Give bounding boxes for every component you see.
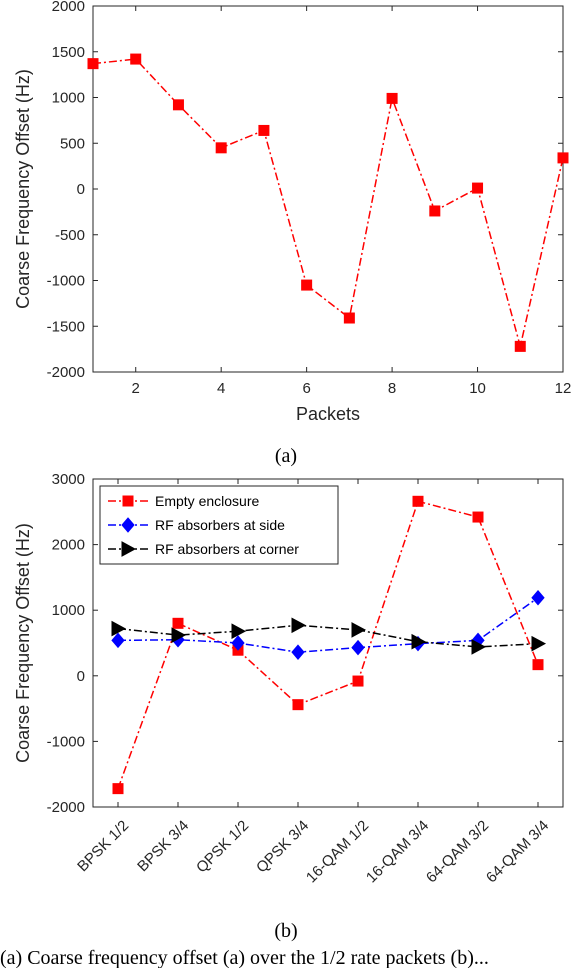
chart-b-y-axis-label: Coarse Frequency Offset (Hz): [13, 523, 33, 763]
chart-b-data-point: [292, 699, 304, 711]
chart-b-x-tick-label: BPSK 1/2: [74, 817, 132, 875]
chart-a-x-axis-label: Packets: [296, 404, 360, 424]
chart-b-y-tick-label: -1000: [47, 733, 85, 750]
chart-a-data-point: [258, 124, 270, 136]
chart-b-legend-label: Empty enclosure: [155, 493, 259, 509]
chart-a-data-point: [343, 312, 355, 324]
chart-b-x-tick-label: 16-QAM 3/4: [363, 817, 432, 886]
chart-b-y-tick-label: -2000: [47, 799, 85, 816]
chart-b-legend-label: RF absorbers at side: [155, 517, 285, 533]
chart-a-data-point: [557, 152, 569, 164]
chart-b-data-point: [291, 644, 305, 660]
chart-a-y-tick-label: -500: [55, 227, 85, 244]
chart-b-data-point: [471, 639, 487, 655]
chart-b-data-point: [171, 627, 187, 643]
chart-b-data-point: [112, 783, 124, 795]
chart-b-data-point: [231, 623, 247, 640]
chart-a-data-point: [386, 92, 398, 104]
chart-a-x-tick-label: 4: [217, 380, 225, 397]
chart-a-y-tick-label: 500: [60, 135, 85, 152]
chart-b-legend-box: [99, 485, 339, 565]
chart-a-data-point: [472, 182, 484, 194]
figure-footer-text: (a) Coarse frequency offset (a) over the…: [0, 947, 489, 968]
chart-b-data-point: [351, 622, 367, 638]
chart-a-x-tick-label: 10: [469, 380, 486, 397]
chart-b-y-tick-label: 1000: [52, 602, 85, 619]
chart-b-x-tick-label: QPSK 3/4: [253, 817, 312, 876]
chart-b-data-point: [111, 632, 125, 649]
chart-a-caption: (a): [275, 445, 297, 467]
chart-b-x-tick-label: QPSK 1/2: [193, 817, 252, 876]
chart-a-y-tick-label: -2000: [47, 364, 85, 381]
chart-b-y-tick-label: 0: [77, 668, 85, 685]
chart-b-x-tick-label: 16-QAM 1/2: [303, 817, 372, 886]
chart-a-series-line: [92, 58, 564, 347]
chart-a-x-tick-label: 6: [302, 380, 310, 397]
chart-a-axes-box: [92, 5, 564, 373]
chart-b-data-point: [412, 495, 424, 507]
chart-a-data-point: [301, 279, 313, 291]
chart-b-legend-label: RF absorbers at corner: [155, 541, 299, 557]
chart-b-axes-box: [92, 478, 564, 808]
chart-b-data-point: [351, 639, 365, 656]
chart-b-y-tick-label: 3000: [52, 471, 85, 488]
chart-a-data-point: [130, 53, 142, 65]
chart-a-data-point: [215, 142, 227, 154]
chart-b-data-point: [172, 617, 184, 629]
chart-a-data-point: [514, 340, 526, 352]
chart-a-y-tick-label: 0: [77, 181, 85, 198]
chart-b-data-point: [531, 589, 545, 606]
chart-b-data-point: [532, 659, 544, 671]
chart-b-legend-marker: [121, 541, 137, 557]
chart-a-y-tick-label: 1000: [52, 90, 85, 107]
chart-b-x-tick-label: 64-QAM 3/2: [423, 817, 492, 886]
chart-b-x-tick-label: BPSK 3/4: [134, 817, 192, 875]
chart-a-y-tick-label: 2000: [52, 0, 85, 15]
chart-a-x-tick-label: 12: [555, 380, 572, 397]
chart-b-legend-marker: [122, 495, 134, 507]
chart-b-series-line: [117, 500, 539, 789]
chart-a-data-point: [172, 99, 184, 111]
chart-b-legend-marker: [121, 517, 135, 533]
chart-a-x-tick-label: 8: [388, 380, 396, 397]
chart-b-caption: (b): [274, 920, 297, 942]
chart-a-data-point: [429, 205, 441, 217]
chart-b-data-point: [111, 620, 127, 637]
chart-b-data-point: [531, 635, 547, 652]
chart-a-y-tick-label: 1500: [52, 44, 85, 61]
chart-a-x-tick-label: 2: [132, 380, 140, 397]
chart-b-data-point: [231, 635, 245, 651]
chart-b-x-tick-label: 64-QAM 3/4: [483, 817, 552, 886]
chart-b-data-point: [291, 617, 307, 634]
chart-b-series-line: [117, 597, 539, 653]
chart-a-y-axis-label: Coarse Frequency Offset (Hz): [13, 69, 33, 309]
chart-b-data-point: [472, 511, 484, 523]
chart-a-data-point: [87, 58, 99, 70]
chart-a-y-tick-label: -1500: [47, 318, 85, 335]
chart-b-y-tick-label: 2000: [52, 537, 85, 554]
chart-a-y-tick-label: -1000: [47, 273, 85, 290]
chart-b-data-point: [352, 675, 364, 687]
chart-b-legend: Empty enclosure RF absorbers at side RF ab…: [99, 485, 339, 565]
chart-b-series-line: [117, 624, 539, 648]
chart-b-data-point: [411, 633, 427, 650]
chart-a: -2000 -1500 -1000 -500 0 500 1000 1500 2000 2 4 6 8 1…: [13, 0, 571, 424]
